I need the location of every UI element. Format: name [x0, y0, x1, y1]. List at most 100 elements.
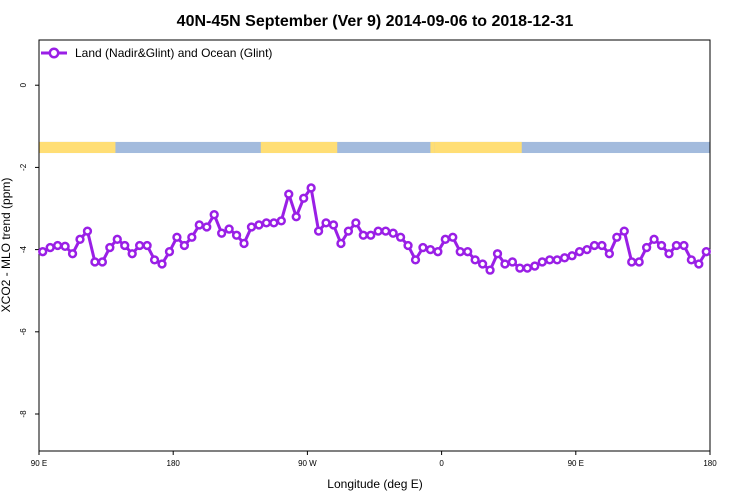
data-point [90, 257, 100, 267]
data-point [142, 240, 152, 251]
data-point [448, 232, 458, 242]
data-point [649, 234, 659, 244]
ocean-band [39, 141, 710, 154]
data-point [172, 232, 182, 242]
data-point [403, 240, 413, 251]
data-point [373, 226, 383, 236]
data-point [52, 240, 63, 251]
data-point [612, 232, 622, 242]
data-point [60, 241, 70, 251]
data-point [656, 240, 667, 251]
data-point [627, 257, 637, 267]
data-point [619, 226, 629, 236]
data-point [522, 263, 532, 273]
data-point [187, 232, 197, 242]
series-layer [38, 183, 711, 275]
plot-frame [38, 39, 711, 452]
data-point [284, 189, 294, 199]
data-point [679, 240, 689, 251]
x-tick-label: 90 W [298, 459, 317, 468]
data-point [686, 255, 697, 265]
data-point [582, 244, 592, 255]
data-point [328, 220, 339, 230]
land-band-segment-2 [430, 141, 435, 154]
legend-label: Land (Nadir&Glint) and Ocean (Glint) [75, 46, 272, 60]
data-point [351, 218, 361, 228]
data-point [336, 238, 346, 249]
data-point [425, 244, 436, 255]
data-point [194, 220, 204, 230]
data-point [485, 265, 495, 275]
data-point [597, 240, 607, 251]
data-point [231, 230, 242, 240]
land-ocean-band [39, 141, 710, 154]
data-point [82, 226, 93, 236]
x-tick-label: 180 [167, 459, 181, 468]
data-point [463, 247, 473, 257]
data-point [120, 240, 130, 251]
data-point [261, 218, 272, 228]
x-tick-label: 0 [439, 459, 444, 468]
data-point [149, 255, 160, 265]
x-axis-label: Longitude (deg E) [327, 477, 422, 491]
data-point [671, 240, 682, 251]
y-tick-label: -2 [19, 163, 28, 171]
y-tick-label: -8 [19, 410, 28, 418]
data-point [179, 240, 190, 251]
data-point [552, 255, 562, 265]
x-tick-label: 90 E [31, 459, 47, 468]
data-point [239, 238, 249, 249]
legend-marker [48, 47, 60, 59]
data-point [492, 249, 503, 259]
data-point [515, 263, 525, 273]
data-point [604, 249, 614, 259]
data-point [217, 228, 227, 238]
data-point [246, 222, 257, 232]
data-point [157, 259, 167, 269]
data-point [135, 240, 145, 251]
data-point [75, 234, 85, 244]
data-point [634, 257, 644, 267]
data-point [313, 226, 324, 236]
y-tick-label: -4 [19, 246, 28, 254]
data-point [388, 228, 398, 238]
data-point [433, 247, 443, 257]
data-point [545, 255, 555, 265]
y-tick-label: -6 [19, 328, 28, 336]
data-point [395, 232, 406, 242]
data-point [507, 257, 518, 267]
data-point [694, 259, 704, 269]
data-point [291, 212, 301, 222]
x-tick-label: 90 E [568, 459, 584, 468]
data-point [641, 242, 652, 253]
data-point [418, 242, 428, 253]
data-point [67, 249, 78, 259]
y-axis-label: XCO2 - MLO trend (ppm) [0, 178, 13, 313]
land-band-segment-3 [434, 141, 522, 154]
data-point [299, 193, 309, 203]
data-point [381, 226, 391, 236]
data-point [254, 220, 264, 230]
data-point [455, 247, 465, 257]
data-point [559, 253, 570, 263]
data-point [470, 255, 480, 265]
data-point [410, 255, 421, 265]
data-point [112, 234, 122, 244]
legend: Land (Nadir&Glint) and Ocean (Glint) [41, 46, 272, 60]
data-point [224, 224, 234, 234]
data-point [537, 257, 547, 267]
data-point [38, 247, 48, 257]
data-point [664, 249, 674, 259]
data-point [127, 249, 137, 259]
data-point [306, 183, 316, 193]
data-point [574, 247, 585, 257]
y-tick-label: 0 [19, 82, 28, 87]
data-point [209, 210, 219, 220]
data-point [276, 216, 286, 226]
data-point [530, 261, 540, 271]
data-point [567, 251, 577, 261]
data-point [202, 222, 212, 232]
data-point [366, 230, 376, 240]
data-point [358, 230, 368, 240]
